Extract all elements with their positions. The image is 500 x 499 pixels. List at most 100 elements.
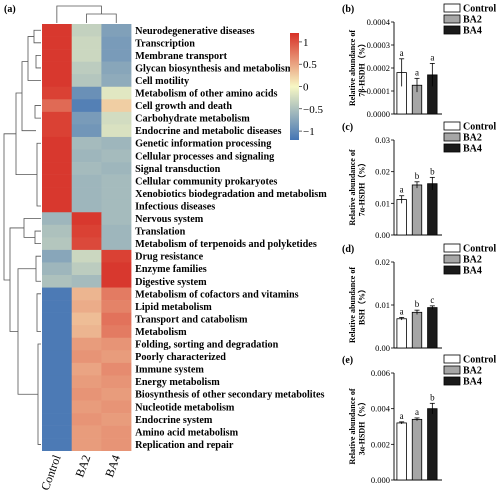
legend-swatch	[443, 376, 461, 386]
row-dendrogram	[3, 29, 41, 445]
legend-swatch	[443, 354, 461, 364]
legend-swatch	[443, 265, 461, 275]
heatmap-cell	[101, 300, 132, 313]
heatmap-cell	[71, 36, 102, 50]
heatmap-cell	[42, 425, 72, 439]
heatmap-cell	[42, 49, 72, 62]
significance-letter: a	[400, 411, 404, 421]
significance-letter: b	[415, 299, 420, 309]
y-tick-label: 0.006	[371, 368, 390, 378]
heatmap-cell	[71, 199, 102, 213]
legend-label: BA4	[463, 144, 482, 155]
heatmap-cell	[71, 287, 102, 301]
heatmap-cell	[71, 136, 102, 150]
legend-swatch	[443, 365, 461, 375]
bar-panel-d: (d) 0.00 0.01 0.02 Relative abundance ofBSH（…	[342, 244, 496, 354]
dendrogram-link	[56, 5, 102, 23]
bar-ba4	[427, 408, 438, 481]
legend-label: BA4	[463, 377, 482, 388]
row-label: Biosynthesis of other secondary metaboli…	[135, 390, 324, 401]
heatmap-cell	[42, 99, 72, 113]
row-label: Infectious diseases	[135, 201, 215, 212]
significance-letter: b	[430, 392, 435, 402]
row-label: Cell motility	[135, 76, 189, 87]
heatmap-cell	[101, 61, 132, 75]
panel-label: (c)	[342, 122, 353, 133]
y-tick-label: 0.00	[375, 230, 390, 240]
legend-label: BA2	[463, 255, 482, 266]
y-tick-label: 0.0000	[367, 109, 390, 119]
legend-label: Control	[463, 244, 496, 255]
row-label: Digestive system	[135, 277, 207, 288]
legend-label: BA2	[463, 15, 482, 26]
heatmap-cell	[42, 187, 72, 200]
dendrogram-link	[15, 92, 37, 175]
y-tick-label: 0.002	[371, 439, 390, 449]
row-label: Signal transduction	[135, 164, 221, 175]
heatmap-cell	[42, 413, 72, 426]
panel-label: (b)	[342, 4, 354, 15]
significance-letter: a	[400, 185, 404, 195]
row-label: Xenobiotics biodegradation and metabolis…	[135, 189, 327, 200]
dendrogram-link	[3, 133, 16, 281]
heatmap-cell	[71, 325, 102, 339]
heatmap-cell	[101, 337, 132, 351]
heatmap-cell	[71, 212, 102, 226]
heatmap-cell	[42, 350, 72, 364]
heatmap-cell	[42, 136, 72, 150]
bar-ba2	[411, 311, 423, 349]
heatmap-cell	[71, 312, 102, 326]
heatmap-cell	[101, 149, 132, 163]
color-scale-bar	[290, 33, 299, 140]
row-label: Replication and repair	[135, 440, 234, 451]
legend-swatch	[443, 121, 461, 131]
heatmap-cell	[42, 74, 72, 88]
bar-control	[396, 422, 407, 481]
heatmap-cell	[42, 149, 72, 163]
row-label: Lipid metabolism	[135, 302, 212, 313]
significance-letter: a	[400, 48, 404, 58]
row-label: Poorly characterized	[135, 352, 226, 363]
heatmap-cell	[71, 262, 102, 276]
row-label: Metabolism	[135, 327, 187, 338]
significance-letter: b	[415, 171, 420, 181]
heatmap-cell	[42, 287, 72, 301]
dendrogram-link	[36, 142, 41, 207]
heatmap-cell	[42, 86, 72, 100]
legend-swatch	[443, 3, 461, 13]
row-label: Enzyme families	[135, 264, 207, 275]
legend-label: Control	[463, 122, 496, 133]
heatmap-cell	[42, 237, 72, 251]
heatmap-cell	[71, 224, 102, 238]
legend-label: Control	[463, 4, 496, 15]
heatmap-cell	[42, 337, 72, 351]
y-axis-label-line: Relative abundance of	[348, 30, 357, 106]
y-axis-label-line: Relative abundance of	[348, 388, 357, 464]
y-tick-label: 0.03	[375, 135, 390, 145]
legend-label: BA2	[463, 366, 482, 377]
legend-swatch	[443, 243, 461, 253]
dendrogram-link	[23, 218, 41, 238]
heatmap-cell	[71, 350, 102, 364]
row-label: Immune system	[135, 365, 204, 376]
row-label: Folding, sorting and degradation	[135, 340, 279, 351]
heatmap-cell	[42, 212, 72, 226]
bar-panel-c: (c) 0.00 0.01 0.02 0.03 Relative abundance of…	[342, 122, 496, 241]
y-axis-label: Relative abundance of3α-HSDH（%）	[348, 388, 367, 464]
y-axis-label-line: BSH（%）	[357, 285, 367, 325]
heatmap-cell	[101, 350, 132, 364]
row-label: Transcription	[135, 38, 195, 49]
heatmap-cell	[101, 162, 132, 175]
heatmap-cell	[42, 362, 72, 376]
heatmap-cell	[101, 375, 132, 389]
y-tick-label: 0.0001	[367, 86, 390, 96]
dendrogram-link	[35, 54, 41, 69]
column-label: BA4	[102, 453, 123, 479]
heatmap-cell	[71, 362, 102, 376]
heatmap-cell	[71, 400, 102, 414]
y-axis-label: Relative abundance of7α-HSDH（%）	[348, 149, 367, 225]
heatmap-cell	[71, 49, 102, 62]
dendrogram-link	[33, 29, 41, 44]
heatmap-cell	[71, 249, 102, 263]
heatmap-cell	[42, 61, 72, 75]
